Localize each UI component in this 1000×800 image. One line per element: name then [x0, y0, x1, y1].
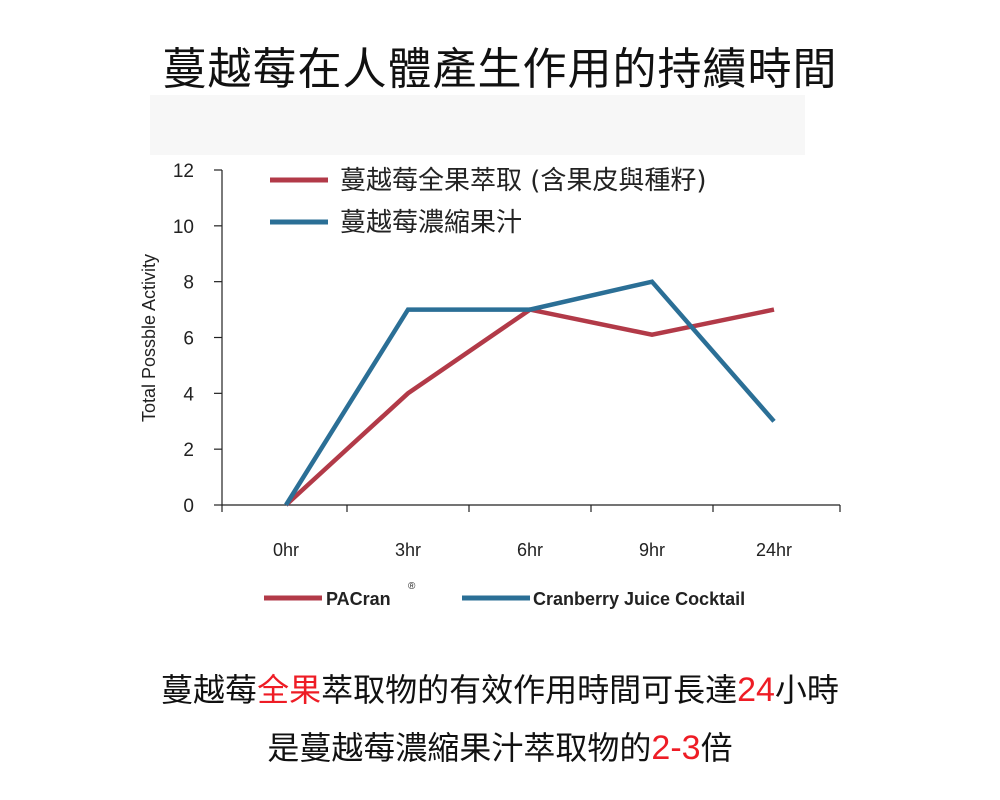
y-tick-label-6: 6 [183, 329, 194, 350]
y-tick-label-2: 2 [183, 440, 194, 461]
legend-en-registered-mark: ® [408, 581, 416, 592]
summary-line-1-part-3: 小時 [774, 671, 839, 709]
series-line-juice-cocktail [284, 279, 776, 507]
summary-line-1: 蔓越莓全果萃取物的有效作用時間可長達24小時 [0, 668, 1000, 712]
summary-line-2: 是蔓越莓濃縮果汁萃取物的2-3倍 [0, 726, 1000, 770]
x-tick-label-9hr: 9hr [639, 540, 665, 560]
summary-highlight-2: 2 [651, 729, 671, 767]
title-background-band [150, 95, 805, 155]
legend-en-label-juice-cocktail: Cranberry Juice Cocktail [533, 589, 745, 609]
summary-line-2-part-2: 倍 [700, 729, 733, 767]
y-axis-label: Total Possble Activity [139, 254, 159, 422]
x-tick-label-0hr: 0hr [273, 540, 299, 560]
summary-highlight-whole-fruit: 全果 [257, 671, 322, 709]
page-title: 蔓越莓在人體產生作用的持續時間 [162, 44, 838, 95]
summary-highlight-3: 3 [681, 729, 701, 767]
y-tick-label-4: 4 [183, 384, 194, 405]
y-tick-label-10: 10 [173, 217, 194, 238]
y-tick-label-8: 8 [183, 273, 194, 294]
summary-highlight-dash: - [670, 729, 682, 767]
legend-zh-label-0: 蔓越莓全果萃取 (含果皮與種籽) [340, 166, 707, 196]
summary-highlight-24: 24 [737, 671, 775, 709]
summary-line-2-part-1: 是蔓越莓濃縮果汁萃取物的 [267, 729, 652, 767]
x-tick-label-6hr: 6hr [517, 540, 543, 560]
legend-en-label-pacran: PACran [326, 589, 391, 609]
summary-line-1-part-2: 萃取物的有效作用時間可長達 [321, 671, 738, 709]
x-tick-label-24hr: 24hr [756, 540, 792, 560]
y-tick-label-12: 12 [173, 161, 194, 182]
x-tick-label-3hr: 3hr [395, 540, 421, 560]
y-tick-label-0: 0 [183, 496, 194, 517]
legend-zh-label-1: 蔓越莓濃縮果汁 [340, 208, 522, 238]
summary-line-1-part-1: 蔓越莓 [161, 671, 258, 709]
